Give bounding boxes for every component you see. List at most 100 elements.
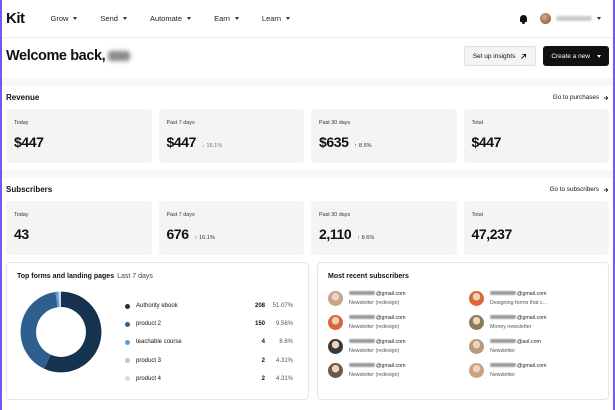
form-row-authority-ebook[interactable]: Authority ebook 208 51.07% (125, 297, 293, 315)
chevron-down-icon (73, 17, 78, 20)
go-to-purchases-link[interactable]: Go to purchases (553, 94, 609, 101)
form-count: 2 (261, 357, 265, 364)
nav-send[interactable]: Send (100, 14, 127, 23)
chevron-down-icon (122, 17, 127, 20)
chevron-down-icon (286, 17, 291, 20)
subscriber-email-domain: @gmail.com (376, 338, 406, 345)
forms-donut-chart (20, 291, 102, 373)
card-value: $447 (14, 134, 44, 150)
form-percent: 51.07% (272, 303, 293, 310)
top-right-controls (519, 13, 601, 24)
donut-slice[interactable] (20, 291, 59, 369)
form-row-product-2[interactable]: product 2 150 9.56% (125, 315, 293, 333)
list-item[interactable]: @gmail.com Newsletter (redesign) (328, 361, 457, 379)
subscriber-form: Newsletter (redesign) (349, 323, 400, 330)
legend-dot (125, 321, 130, 327)
email-redacted (490, 362, 516, 367)
email-redacted (490, 290, 516, 295)
avatar (328, 290, 343, 306)
header-actions: Set up insights Create a new (463, 46, 609, 66)
create-new-button[interactable]: Create a new (543, 46, 609, 66)
subscribers-card-7-days[interactable]: Past 7 days 676 ↑ 16.1% (158, 201, 304, 255)
create-new-label: Create a new (551, 52, 590, 60)
subscriber-cards: Today 43 Past 7 days 676 ↑ 16.1% Past 30 … (2, 201, 613, 255)
list-item[interactable]: @gmail.com Money newsletter (469, 313, 598, 331)
card-change: ↑ 16.1% (194, 235, 215, 241)
legend-dot (125, 303, 130, 309)
arrow-right-icon (603, 187, 609, 192)
list-item[interactable]: @gmail.com Designing forms that c... (469, 289, 598, 307)
revenue-card-7-days[interactable]: Past 7 days $447 ↓ 16.1% (158, 109, 304, 163)
main-nav: Grow Send Automate Earn Learn (51, 14, 291, 23)
kit-logo[interactable]: Kit (6, 10, 25, 27)
section-divider (2, 78, 613, 86)
legend-dot (125, 358, 130, 364)
recent-subscribers-title: Most recent subscribers (328, 273, 409, 280)
revenue-header: Revenue Go to purchases (2, 86, 613, 109)
form-percent: 4.31% (275, 357, 293, 364)
form-row-product-4[interactable]: product 4 2 4.31% (125, 370, 293, 388)
subscriber-form: Money newsletter (490, 323, 532, 330)
list-item[interactable]: @gmail.com Newsletter (redesign) (328, 337, 457, 355)
go-to-subscribers-link[interactable]: Go to subscribers (550, 186, 609, 193)
subscriber-email: @gmail.com (349, 314, 406, 321)
card-label: Total (471, 212, 483, 218)
subscribers-card-today[interactable]: Today 43 (6, 201, 152, 255)
arrow-up-right-icon (521, 53, 527, 59)
donut-slice[interactable] (44, 291, 102, 373)
revenue-card-30-days[interactable]: Past 30 days $635 ↑ 8.6% (311, 109, 457, 163)
subscribers-card-30-days[interactable]: Past 30 days 2,110 ↑ 8.6% (311, 201, 457, 255)
nav-automate[interactable]: Automate (149, 14, 192, 23)
recent-subscribers-list: @gmail.com Newsletter (redesign) @gmail.c… (328, 289, 598, 379)
setup-insights-button[interactable]: Set up insights (463, 46, 537, 66)
subscribers-card-total[interactable]: Total 47,237 (463, 201, 609, 255)
nav-learn[interactable]: Learn (261, 14, 291, 23)
top-forms-period: Last 7 days (117, 273, 153, 280)
subscriber-form: Newsletter (redesign) (349, 347, 400, 354)
email-redacted (349, 338, 375, 343)
top-navigation: Kit Grow Send Automate Earn Learn (2, 0, 613, 38)
revenue-card-total[interactable]: Total $447 (463, 109, 609, 163)
avatar (328, 314, 343, 330)
list-item[interactable]: @gmail.com Newsletter (469, 361, 598, 379)
chevron-down-icon (597, 54, 601, 58)
list-item[interactable]: @aol.com Newsletter (469, 337, 598, 355)
avatar (328, 362, 343, 378)
welcome-text: Welcome back, (6, 48, 106, 64)
user-name-redacted (556, 16, 592, 21)
subscribers-title: Subscribers (6, 185, 53, 194)
card-label: Today (14, 120, 29, 126)
form-row-product-3[interactable]: product 3 2 4.31% (125, 352, 293, 370)
avatar (469, 314, 484, 330)
revenue-card-today[interactable]: Today $447 (6, 109, 152, 163)
subscribers-section: Subscribers Go to subscribers Today 43 P… (2, 178, 613, 255)
bell-icon[interactable] (519, 14, 528, 24)
subscriber-email-domain: @gmail.com (376, 314, 406, 321)
nav-automate-label: Automate (149, 14, 183, 23)
nav-learn-label: Learn (261, 14, 282, 23)
arrow-right-icon (603, 95, 609, 100)
nav-grow[interactable]: Grow (51, 14, 78, 23)
form-name: teachable course (136, 339, 182, 346)
subscriber-email: @gmail.com (349, 290, 406, 297)
account-menu[interactable] (540, 13, 601, 24)
nav-earn[interactable]: Earn (214, 14, 239, 23)
form-percent: 4.31% (275, 375, 293, 382)
subscribers-header: Subscribers Go to subscribers (2, 178, 613, 201)
card-label: Past 30 days (319, 120, 351, 126)
card-value: 47,237 (471, 226, 513, 242)
setup-insights-label: Set up insights (472, 52, 516, 60)
card-value: $447 (471, 134, 502, 150)
form-row-teachable-course[interactable]: teachable course 4 8.6% (125, 333, 293, 351)
list-item[interactable]: @gmail.com Newsletter (redesign) (328, 313, 457, 331)
chevron-down-icon (187, 17, 192, 20)
avatar (469, 362, 484, 378)
subscriber-email-domain: @gmail.com (376, 290, 406, 297)
user-name-redacted (108, 51, 131, 61)
subscriber-email-domain: @gmail.com (517, 290, 547, 297)
list-item[interactable]: @gmail.com Newsletter (redesign) (328, 289, 457, 307)
form-name: product 4 (136, 375, 162, 382)
card-value: $635 (319, 134, 349, 150)
subscriber-email-domain: @aol.com (517, 338, 541, 345)
avatar (328, 338, 343, 354)
